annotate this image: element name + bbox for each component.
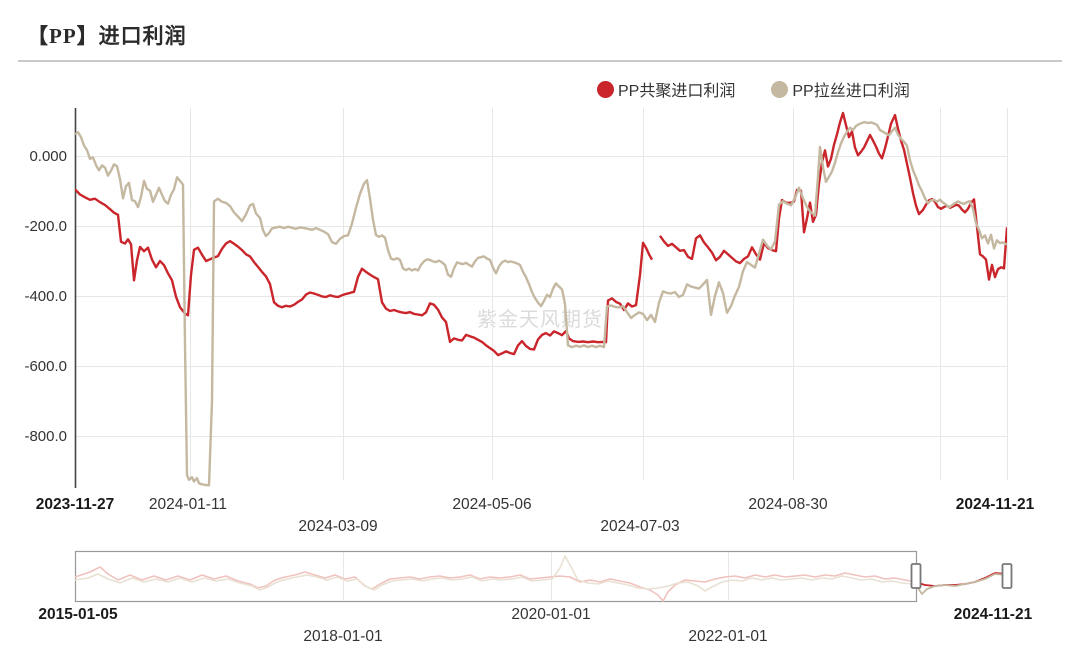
y-axis-tick-label: -400.0: [24, 288, 67, 305]
title-divider: [18, 60, 1062, 62]
nav-axis-label: 2020-01-01: [511, 606, 590, 623]
legend-item-pp-copolymer[interactable]: PP共聚进口利润: [597, 77, 735, 101]
nav-preview-line-pp-drawing: [74, 555, 1008, 595]
legend-marker-icon: [597, 80, 614, 98]
nav-axis-label: 2022-01-01: [688, 628, 767, 645]
nav-axis-label: 2024-11-21: [954, 606, 1033, 623]
nav-axis-label: 2015-01-05: [38, 606, 118, 623]
nav-axis-label: 2018-01-01: [303, 628, 382, 645]
series-line-pp-drawing: [75, 120, 1007, 487]
x-axis-tick-label: 2024-05-06: [452, 496, 531, 513]
y-axis-tick-label: -600.0: [24, 358, 67, 375]
legend-label: PP拉丝进口利润: [792, 83, 910, 100]
x-axis-tick-label: 2024-03-09: [298, 518, 377, 535]
y-axis-tick-label: 0.000: [29, 148, 67, 165]
y-axis-tick-label: -200.0: [24, 218, 67, 235]
legend: PP共聚进口利润 PP拉丝进口利润: [597, 77, 910, 101]
nav-preview-line-pp-copolymer: [74, 566, 1008, 602]
x-axis-tick-label: 2024-08-30: [748, 496, 828, 513]
x-axis-tick-label: 2024-01-11: [149, 496, 227, 513]
x-axis-tick-label: 2024-11-21: [956, 496, 1035, 513]
nav-handle-left[interactable]: [910, 563, 922, 589]
legend-item-pp-drawing[interactable]: PP拉丝进口利润: [771, 77, 910, 101]
legend-marker-icon: [771, 80, 789, 98]
watermark: 紫金天风期货: [477, 309, 603, 331]
series-line-pp-copolymer: [75, 111, 1007, 357]
x-axis-tick-label: 2023-11-27: [36, 496, 114, 513]
page-title: 【PP】进口利润: [27, 24, 187, 48]
nav-selected-line-pp-copolymer: [916, 572, 1007, 587]
nav-window[interactable]: [916, 559, 1007, 593]
legend-label: PP共聚进口利润: [618, 83, 736, 100]
nav-selected-line-pp-drawing: [916, 573, 1007, 595]
y-axis-tick-label: -800.0: [24, 428, 67, 445]
nav-handle-right[interactable]: [1001, 563, 1013, 589]
x-axis-tick-label: 2024-07-03: [600, 518, 679, 535]
